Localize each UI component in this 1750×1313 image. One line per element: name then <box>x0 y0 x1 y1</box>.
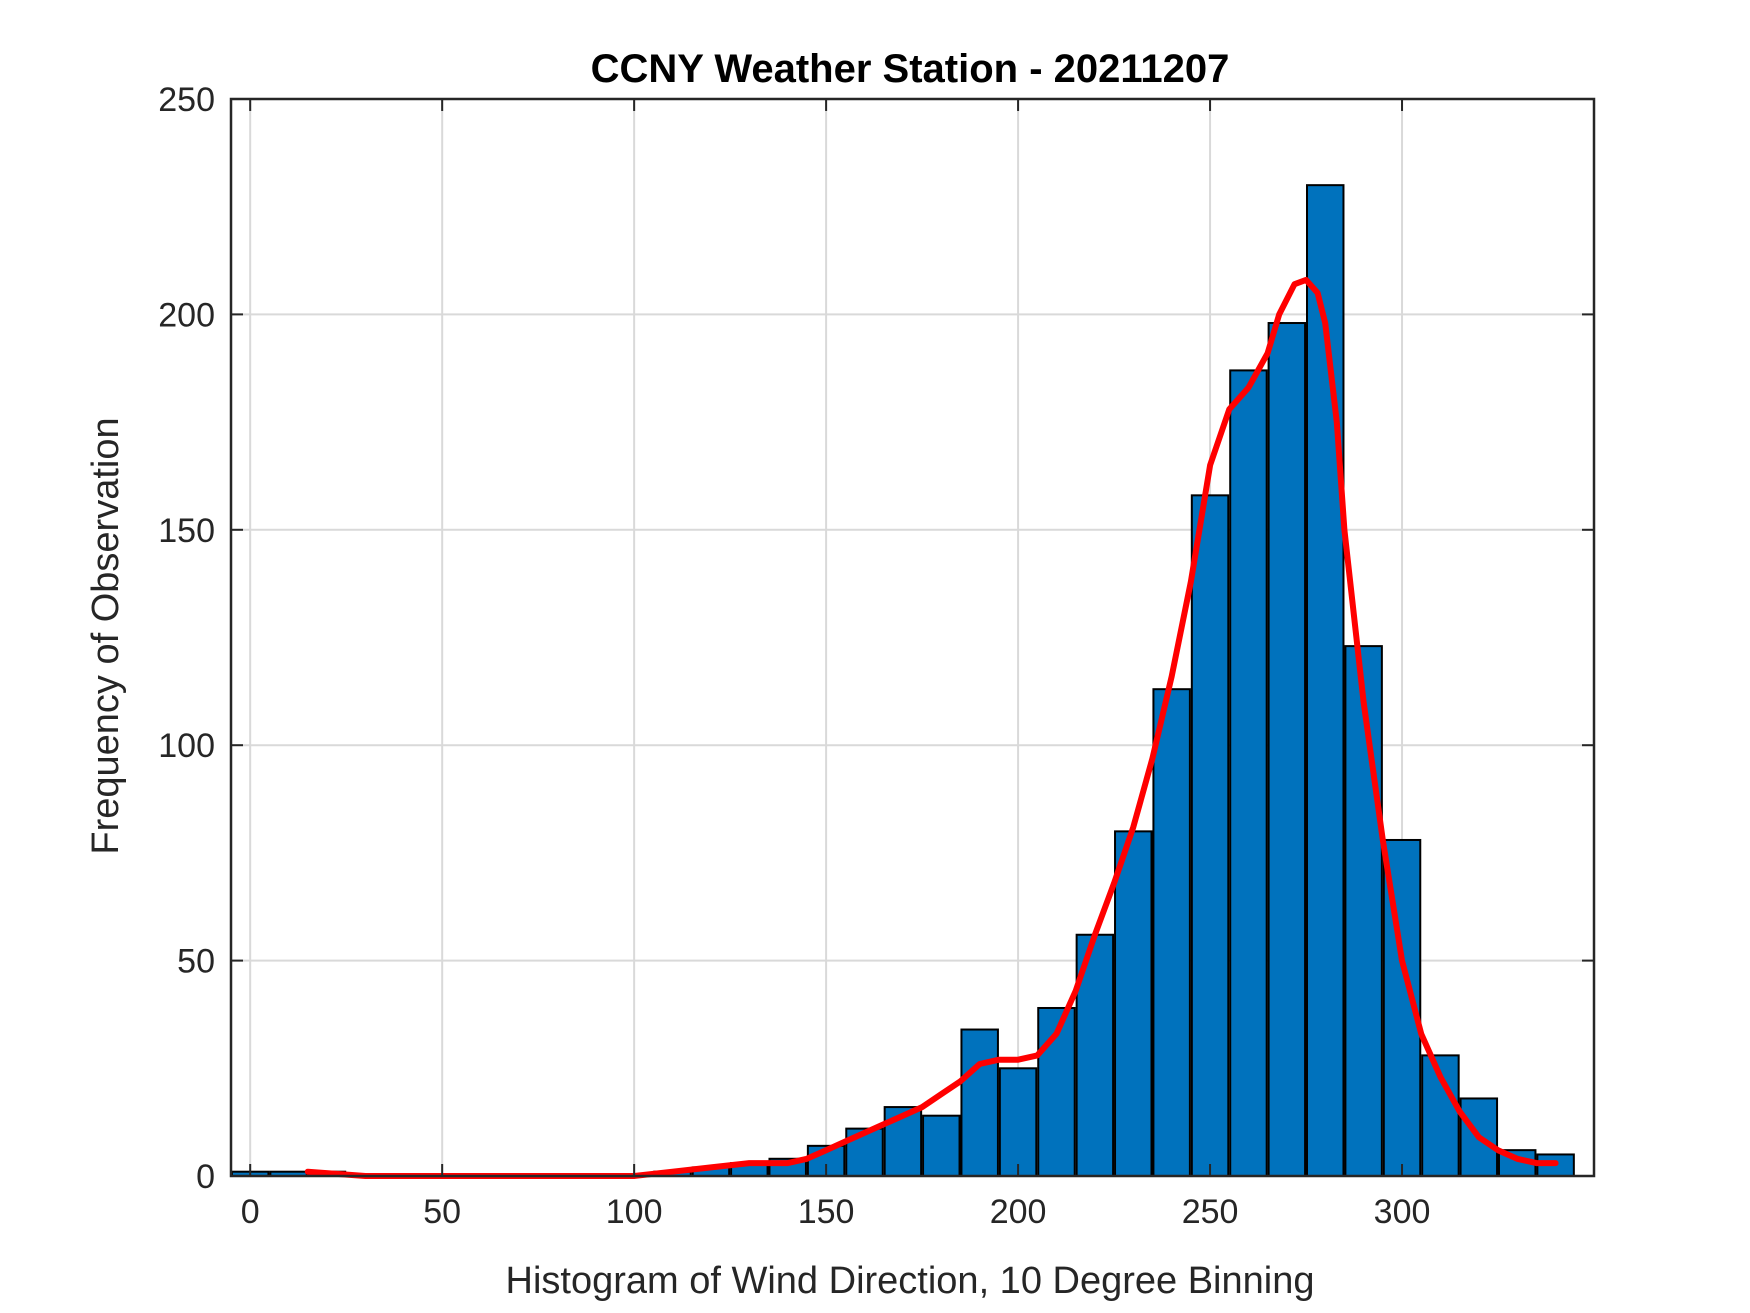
x-tick-label: 250 <box>1182 1193 1239 1231</box>
histogram-bar <box>960 1028 999 1177</box>
chart-title: CCNY Weather Station - 20211207 <box>591 47 1230 91</box>
histogram-bar <box>1114 830 1153 1177</box>
tick-marks <box>231 98 1594 1177</box>
histogram-bar <box>1152 688 1191 1177</box>
histogram-bar <box>1229 369 1268 1177</box>
y-axis-label: Frequency of Observation <box>85 417 127 854</box>
y-tick-labels: 0 50 100 150 200 250 <box>158 81 215 1196</box>
fit-curve <box>304 276 1559 1179</box>
y-tick-label: 200 <box>158 296 215 334</box>
histogram-bar <box>1306 184 1345 1178</box>
x-tick-label: 0 <box>241 1193 260 1231</box>
fit-curve-group <box>304 276 1559 1179</box>
x-tick-label: 300 <box>1374 1193 1431 1231</box>
histogram-bar <box>1267 322 1307 1177</box>
y-tick-label: 150 <box>158 512 215 550</box>
histogram-bar <box>1344 645 1383 1177</box>
y-tick-label: 0 <box>196 1158 215 1196</box>
histogram-bar <box>922 1114 961 1177</box>
plot-frame <box>229 97 1596 1178</box>
x-axis-label: Histogram of Wind Direction, 10 Degree B… <box>506 1260 1315 1302</box>
histogram-bars <box>230 184 1575 1178</box>
x-tick-label: 100 <box>606 1193 663 1231</box>
axes-frame <box>229 97 1596 1178</box>
y-tick-label: 50 <box>177 943 215 981</box>
x-tick-label: 50 <box>423 1193 461 1231</box>
x-tick-labels: 0 50 100 150 200 250 300 <box>241 1193 1431 1231</box>
x-tick-label: 200 <box>990 1193 1047 1231</box>
y-tick-label: 100 <box>158 727 215 765</box>
histogram-bar <box>998 1067 1038 1178</box>
x-tick-label: 150 <box>798 1193 855 1231</box>
y-tick-label: 250 <box>158 81 215 119</box>
histogram-bar <box>1190 494 1230 1177</box>
